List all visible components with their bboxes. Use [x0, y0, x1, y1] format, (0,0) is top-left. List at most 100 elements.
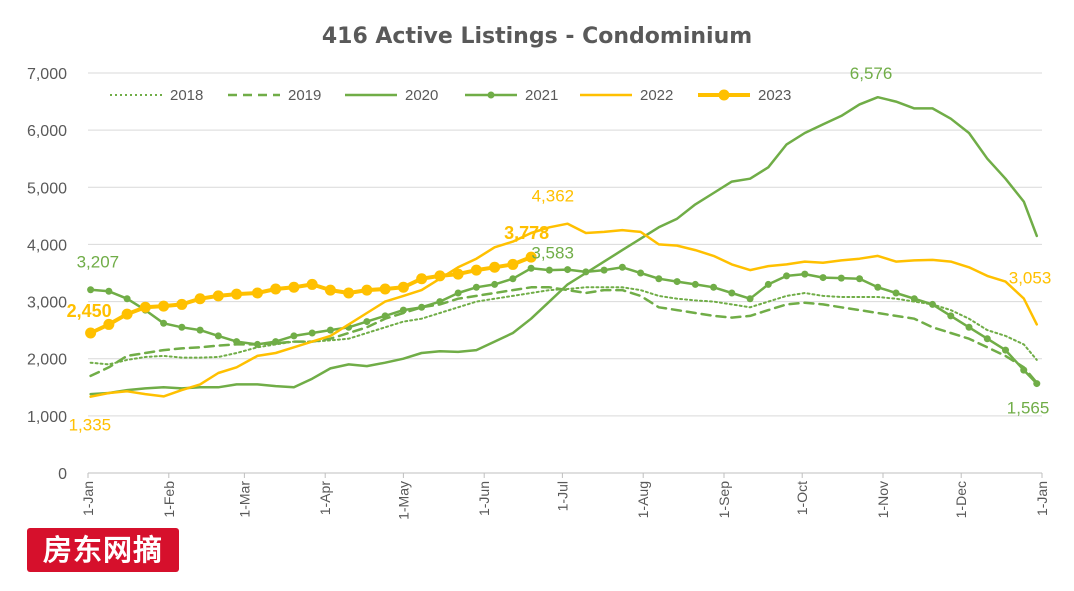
data-point — [856, 275, 864, 283]
data-point — [288, 281, 300, 293]
data-point — [1002, 346, 1010, 354]
data-point — [139, 301, 151, 313]
data-point — [489, 261, 501, 273]
data-point — [214, 332, 222, 340]
data-point — [582, 268, 590, 276]
gridlines — [88, 72, 1042, 417]
data-point — [87, 286, 95, 294]
legend-label: 2019 — [288, 87, 321, 104]
legend-label: 2023 — [758, 87, 791, 104]
data-point — [673, 278, 681, 286]
series-line-2023 — [88, 255, 534, 335]
data-point — [728, 289, 736, 297]
data-point — [194, 293, 206, 305]
data-label-2020: 6,576 — [850, 64, 893, 83]
data-point — [600, 266, 608, 274]
data-point — [525, 251, 537, 263]
series-line-2022 — [89, 222, 1039, 398]
legend-item-2021: 2021 — [465, 87, 558, 104]
data-point — [436, 298, 444, 306]
data-point — [123, 295, 131, 303]
series-2022 — [89, 222, 1039, 398]
x-tick-label: 1-Jan — [80, 481, 96, 516]
series-2020 — [89, 95, 1039, 396]
data-point — [397, 281, 409, 293]
axes: 0 1,000 2,000 3,000 4,000 5,000 6,000 7,000 1-Ja… — [27, 66, 1050, 520]
data-point — [231, 288, 243, 300]
data-point — [434, 270, 446, 282]
data-point — [470, 264, 482, 276]
data-point — [746, 295, 754, 303]
data-point — [379, 283, 391, 295]
legend-label: 2018 — [170, 87, 203, 104]
data-point — [85, 327, 97, 339]
data-point — [233, 338, 241, 346]
data-point — [176, 298, 188, 310]
data-point — [892, 289, 900, 297]
y-tick-label: 1,000 — [27, 409, 67, 426]
data-point — [491, 280, 499, 288]
data-labels: 6,576 1,565 3,207 3,583 4,362 3,053 1,335 2,450… — [67, 64, 1052, 434]
data-point — [361, 284, 373, 296]
data-point — [837, 274, 845, 282]
data-point — [637, 269, 645, 277]
y-tick-label: 2,000 — [27, 352, 67, 369]
data-point — [308, 329, 316, 337]
x-tick-label: 1-Jun — [476, 481, 492, 516]
x-tick-label: 1-Feb — [161, 481, 177, 518]
legend-item-2022: 2022 — [580, 87, 673, 104]
data-point — [196, 326, 204, 334]
data-point — [801, 270, 809, 278]
legend-marker — [718, 89, 730, 101]
data-point — [418, 303, 426, 311]
data-point — [103, 318, 115, 330]
data-point — [212, 290, 224, 302]
data-point — [691, 280, 699, 288]
data-point — [270, 283, 282, 295]
data-point — [253, 340, 261, 348]
data-point — [618, 263, 626, 271]
data-point — [929, 300, 937, 308]
data-label-2022: 3,053 — [1009, 269, 1052, 288]
legend-item-2018: 2018 — [110, 87, 203, 104]
y-tick-label: 7,000 — [27, 66, 67, 83]
x-tick-label: 1-Dec — [953, 481, 969, 518]
data-label-2023: 3,778 — [504, 223, 549, 243]
data-point — [507, 258, 519, 270]
data-point — [399, 306, 407, 314]
x-tick-label: 1-Nov — [875, 481, 891, 518]
legend-item-2023: 2023 — [698, 87, 791, 104]
data-label-2023: 2,450 — [67, 301, 112, 321]
data-point — [910, 295, 918, 303]
data-point — [655, 275, 663, 283]
data-point — [527, 264, 535, 272]
data-point — [178, 323, 186, 331]
data-point — [472, 283, 480, 291]
legend-item-2019: 2019 — [228, 87, 321, 104]
data-label-2021: 1,565 — [1007, 399, 1050, 418]
data-point — [306, 278, 318, 290]
data-point — [1033, 380, 1041, 388]
data-label-2021: 3,207 — [77, 253, 120, 272]
data-point — [710, 283, 718, 291]
y-tick-label: 5,000 — [27, 180, 67, 197]
legend-marker — [487, 91, 495, 99]
data-point — [326, 326, 334, 334]
series-2018 — [89, 286, 1038, 366]
data-point — [564, 266, 572, 274]
data-point — [454, 289, 462, 297]
data-point — [545, 266, 553, 274]
data-point — [452, 268, 464, 280]
data-point — [363, 318, 371, 326]
data-point — [965, 323, 973, 331]
x-tick-label: 1-Oct — [794, 481, 810, 515]
data-point — [272, 338, 280, 346]
x-tick-label: 1-Jan — [1034, 481, 1050, 516]
data-point — [105, 287, 113, 295]
data-point — [783, 272, 791, 280]
data-label-2022: 1,335 — [69, 416, 112, 435]
data-point — [158, 300, 170, 312]
data-point — [509, 275, 517, 283]
data-point — [251, 287, 263, 299]
